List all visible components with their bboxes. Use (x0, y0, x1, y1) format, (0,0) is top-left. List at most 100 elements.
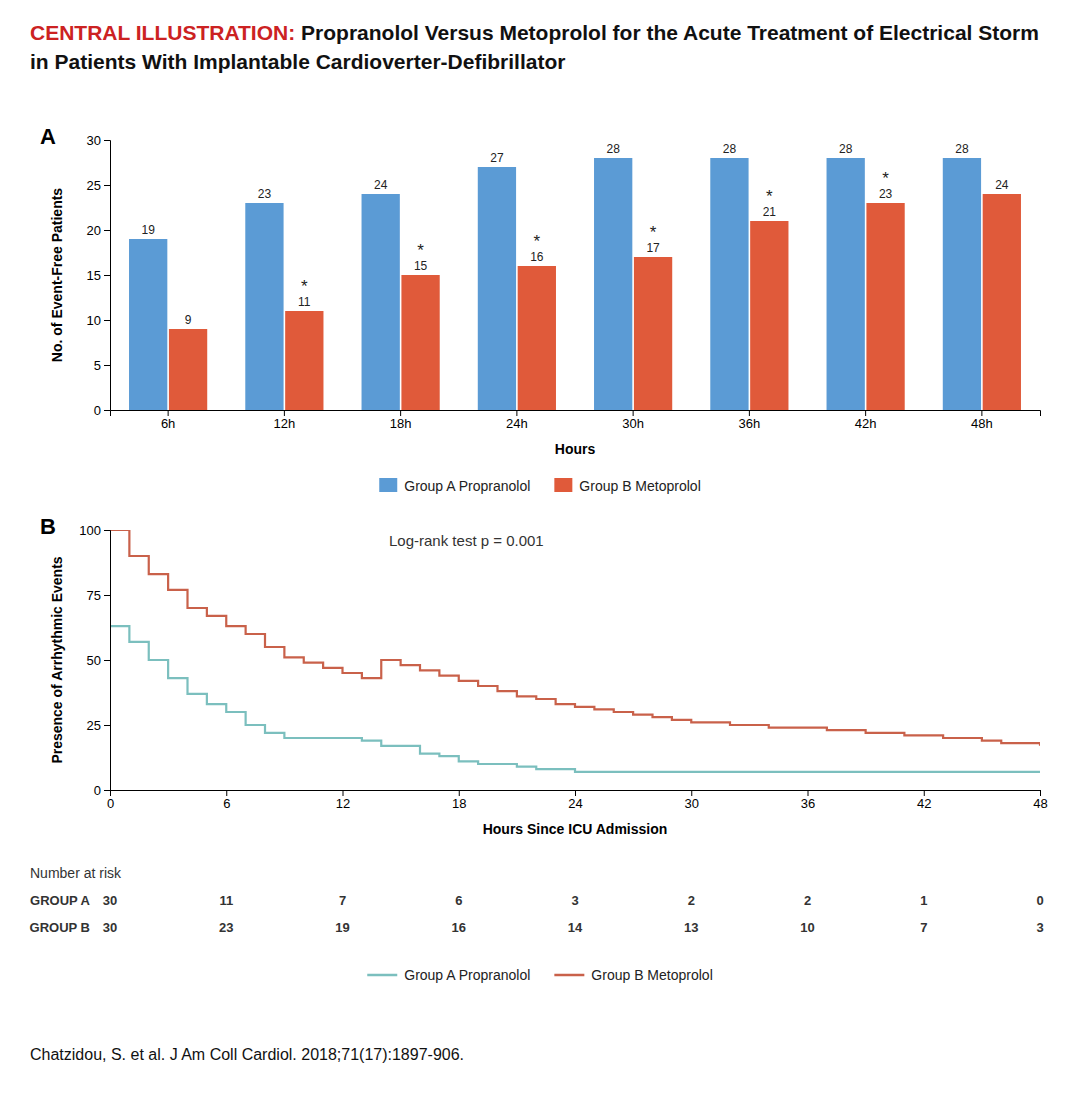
tick-label: 6h (161, 416, 175, 431)
km-line (110, 626, 1040, 772)
tick-mark (104, 725, 110, 726)
tick-mark (226, 790, 227, 796)
bar-series (129, 158, 981, 410)
tick: 42h (855, 410, 877, 431)
axis-line (111, 411, 1041, 417)
tick-label: 10 (87, 313, 101, 328)
tick-mark (1040, 790, 1041, 796)
annotation: * (301, 277, 308, 296)
bar (750, 221, 788, 410)
data-label: 27 (490, 151, 504, 165)
x-axis: 6h12h18h24h30h36h42h48h (111, 410, 1041, 431)
risk-value: 7 (920, 920, 927, 935)
legend-label: Group A Propranolol (404, 478, 530, 494)
panel-label: B (40, 514, 56, 539)
y-axis-title: No. of Event-Free Patients (49, 188, 65, 362)
tick: 12h (274, 410, 296, 431)
data-label: 16 (530, 250, 544, 264)
tick-label: 30 (685, 796, 699, 811)
panel-label: A (40, 124, 56, 149)
risk-value: 30 (103, 920, 117, 935)
tick: 12 (336, 790, 350, 811)
tick-label: 0 (94, 783, 101, 798)
tick: 30 (87, 133, 110, 148)
tick-label: 0 (107, 796, 114, 811)
title-prefix: CENTRAL ILLUSTRATION: (30, 21, 295, 44)
x-axis: 0612182430364248 (107, 790, 1048, 811)
annotation: * (534, 232, 541, 251)
risk-value: 13 (684, 920, 698, 935)
legend: Group A Propranolol Group B Metoprolol (379, 478, 701, 494)
tick: 25 (87, 178, 110, 193)
tick: 6 (223, 790, 230, 811)
risk-value: 6 (455, 893, 462, 908)
risk-value: 7 (339, 893, 346, 908)
tick-label: 24 (568, 796, 582, 811)
tick-mark (808, 790, 809, 796)
risk-value: 3 (571, 893, 578, 908)
tick-label: 48 (1033, 796, 1047, 811)
tick-mark (284, 410, 285, 416)
tick: 6h (161, 410, 175, 431)
legend-swatch (554, 974, 584, 977)
tick-label: 30h (622, 416, 644, 431)
legend-label: Group A Propranolol (404, 967, 530, 983)
data-label: 23 (258, 187, 272, 201)
tick-label: 42h (855, 416, 877, 431)
y-axis: 0 25 50 75 100 (79, 523, 110, 798)
axis-line (111, 791, 1041, 797)
citation: Chatzidou, S. et al. J Am Coll Cardiol. … (30, 1046, 464, 1063)
bar (594, 158, 632, 410)
tick-mark (749, 410, 750, 416)
tick-label: 75 (87, 588, 101, 603)
risk-value: 16 (452, 920, 466, 935)
risk-row-label: GROUP B (30, 920, 90, 935)
tick-mark (981, 410, 982, 416)
tick-mark (400, 410, 401, 416)
tick-mark (104, 140, 110, 141)
risk-value: 19 (335, 920, 349, 935)
tick-label: 100 (79, 523, 101, 538)
tick-label: 0 (94, 403, 101, 418)
tick-mark (104, 365, 110, 366)
tick: 48 (1033, 790, 1047, 811)
tick: 36h (739, 410, 761, 431)
bar (129, 239, 167, 410)
tick-mark (104, 595, 110, 596)
tick: 50 (87, 653, 110, 668)
bar-series (169, 194, 1021, 410)
bar (285, 311, 323, 410)
tick: 30 (685, 790, 699, 811)
tick-mark (633, 410, 634, 416)
lines (110, 530, 1040, 772)
data-label: 28 (723, 142, 737, 156)
legend: Group A PropranololGroup B Metoprolol (367, 967, 713, 983)
tick-mark (691, 790, 692, 796)
km-line (110, 530, 1040, 746)
tick-label: 36h (739, 416, 761, 431)
tick: 75 (87, 588, 110, 603)
bars (129, 158, 1021, 410)
risk-table: Number at riskGROUP A30117632210GROUP B3… (30, 865, 1044, 935)
tick-mark (104, 790, 110, 791)
legend-item: Group B Metoprolol (554, 478, 700, 494)
bar (362, 194, 400, 410)
risk-value: 2 (804, 893, 811, 908)
tick-label: 15 (87, 268, 101, 283)
bar (518, 266, 556, 410)
risk-value: 30 (103, 893, 117, 908)
axis-line (104, 141, 111, 411)
data-label: 19 (142, 223, 156, 237)
bar (943, 158, 981, 410)
bar (710, 158, 748, 410)
data-label: 9 (185, 313, 192, 327)
data-labels: 1923242728282828911151617212324 (142, 142, 1009, 327)
tick-mark (343, 790, 344, 796)
risk-value: 3 (1036, 920, 1043, 935)
risk-value: 23 (219, 920, 233, 935)
data-label: 11 (298, 295, 311, 309)
data-label: 15 (414, 259, 428, 273)
tick-label: 48h (971, 416, 993, 431)
tick: 25 (87, 718, 110, 733)
tick-mark (104, 230, 110, 231)
